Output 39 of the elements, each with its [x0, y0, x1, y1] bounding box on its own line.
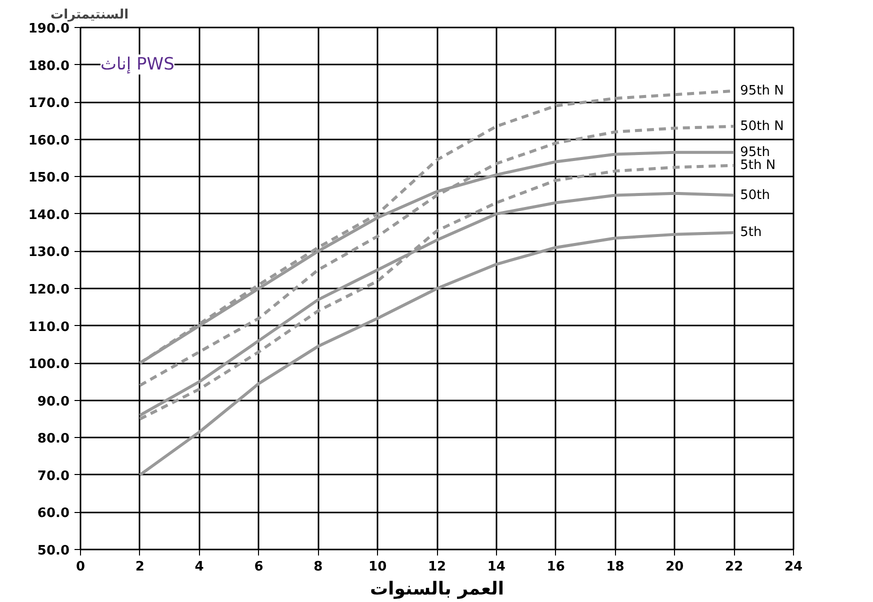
y-tick-label: 170.0 [28, 96, 70, 112]
y-tick-label: 80.0 [37, 432, 70, 447]
x-axis-title: العمر بالسنوات [370, 578, 504, 600]
series-label: 95th N [740, 83, 784, 98]
y-tick-label: 150.0 [28, 170, 70, 186]
x-tick-label: 24 [784, 560, 803, 574]
annotation: إناث PWS [100, 54, 174, 74]
y-tick-label: 70.0 [37, 468, 70, 484]
x-tick-label: 6 [254, 560, 264, 574]
y-tick-label: 110.0 [28, 320, 70, 335]
y-tick-label: 130.0 [28, 245, 70, 260]
y-tick-label: 120.0 [28, 282, 70, 298]
y-axis-title: السنتيمترات [50, 8, 129, 22]
series-label: 95th [740, 144, 770, 160]
series-label: 50th N [740, 118, 784, 134]
y-tick-label: 60.0 [37, 506, 70, 522]
x-tick-label: 22 [725, 560, 744, 574]
y-tick-label: 180.0 [28, 58, 70, 74]
series-label: 5th N [740, 158, 776, 173]
x-tick-label: 10 [368, 560, 387, 574]
y-tick-label: 90.0 [37, 394, 70, 410]
y-tick-label: 100.0 [28, 357, 70, 372]
x-tick-label: 4 [194, 560, 204, 574]
x-tick-label: 20 [666, 560, 684, 574]
x-tick-label: 8 [314, 560, 323, 574]
y-tick-label: 50.0 [37, 544, 70, 558]
series-label: 5th [740, 225, 762, 240]
x-tick-label: 16 [546, 560, 565, 574]
x-tick-label: 18 [606, 560, 624, 574]
y-tick-label: 160.0 [28, 133, 70, 148]
line-series [138, 231, 736, 476]
y-tick-label: 140.0 [28, 208, 70, 223]
x-tick-label: 0 [76, 560, 86, 574]
x-tick-label: 12 [428, 560, 446, 574]
line-series [138, 124, 736, 387]
x-tick-label: 14 [487, 560, 506, 574]
x-tick-label: 2 [135, 560, 144, 574]
series-label: 50th [740, 188, 770, 203]
y-tick-label: 190.0 [28, 22, 70, 36]
